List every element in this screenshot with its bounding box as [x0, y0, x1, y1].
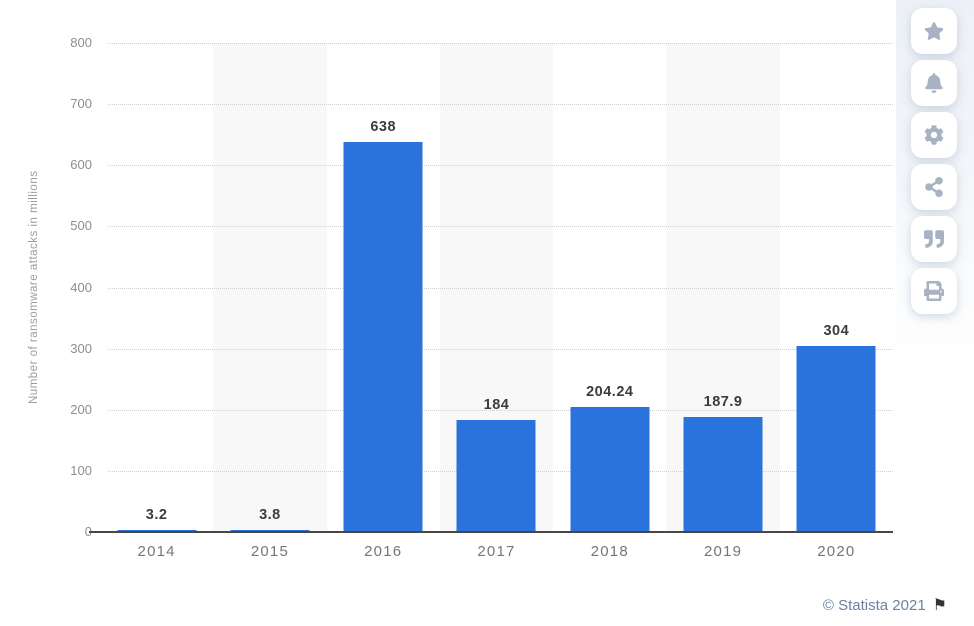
share-button[interactable] — [911, 164, 957, 210]
x-axis-label-2015: 2015 — [250, 543, 289, 560]
toolbar — [911, 8, 957, 314]
bar-2020[interactable] — [796, 346, 876, 532]
bar-2018[interactable] — [570, 407, 650, 532]
gridline — [108, 104, 893, 106]
print-button[interactable] — [911, 268, 957, 314]
gridline — [108, 287, 893, 289]
copyright-text: © Statista 2021 — [822, 597, 926, 614]
x-axis-label-2014: 2014 — [137, 543, 176, 560]
y-tick-label: 300 — [70, 340, 92, 356]
favorite-button[interactable] — [911, 8, 957, 54]
plot-area: 3.2 2014 3.8 2015 638 2016 184 2017 204.24 2018 18… — [89, 43, 893, 560]
y-tick-label: 200 — [70, 401, 92, 417]
quote-icon — [924, 230, 944, 248]
y-tick-label: 0 — [84, 524, 92, 539]
bar-value-label: 184 — [483, 396, 510, 413]
y-tick-label: 400 — [70, 279, 92, 295]
gridline — [108, 226, 893, 228]
star-icon — [924, 22, 944, 40]
bell-icon — [925, 73, 943, 93]
y-tick-label: 800 — [70, 35, 92, 50]
x-axis-label-2016: 2016 — [364, 543, 403, 560]
bar-value-label: 3.2 — [145, 507, 168, 524]
gridline — [108, 43, 893, 44]
settings-button[interactable] — [911, 112, 957, 158]
gridline — [108, 348, 893, 350]
y-tick-label: 500 — [70, 218, 92, 234]
bar-value-label: 304 — [823, 323, 850, 340]
bar-value-label: 187.9 — [703, 394, 743, 411]
footer: © Statista 2021 ⚑ — [823, 597, 947, 614]
y-tick-label: 100 — [70, 462, 92, 478]
gridline — [108, 409, 893, 411]
bar-value-label: 204.24 — [586, 384, 634, 401]
x-axis-label-2020: 2020 — [817, 543, 856, 560]
bar-value-label: 3.8 — [259, 506, 281, 523]
y-axis-tick-labels: 0 100 200 300 400 500 600 700 800 — [0, 35, 92, 539]
cite-button[interactable] — [911, 216, 957, 262]
y-tick-label: 600 — [70, 157, 92, 173]
printer-icon — [924, 281, 944, 301]
notifications-button[interactable] — [911, 60, 957, 106]
y-tick-label: 700 — [70, 96, 92, 112]
bar-2019[interactable] — [683, 417, 763, 532]
band-2016: 638 2016 — [327, 43, 440, 560]
band-2018: 204.24 2018 — [553, 43, 666, 560]
x-axis-label-2018: 2018 — [590, 543, 629, 560]
x-axis-label-2017: 2017 — [477, 543, 516, 560]
gear-icon — [924, 125, 944, 145]
x-axis-line — [89, 531, 893, 533]
flag-icon: ⚑ — [932, 596, 947, 614]
bar-2015[interactable] — [230, 529, 310, 532]
x-axis-label-2019: 2019 — [703, 543, 743, 560]
band-2020: 304 2020 — [780, 43, 893, 560]
share-icon — [925, 177, 943, 197]
bar-2016[interactable] — [343, 142, 423, 532]
bar-value-label: 638 — [370, 119, 397, 136]
gridline — [108, 165, 893, 167]
bar-2017[interactable] — [456, 419, 536, 532]
